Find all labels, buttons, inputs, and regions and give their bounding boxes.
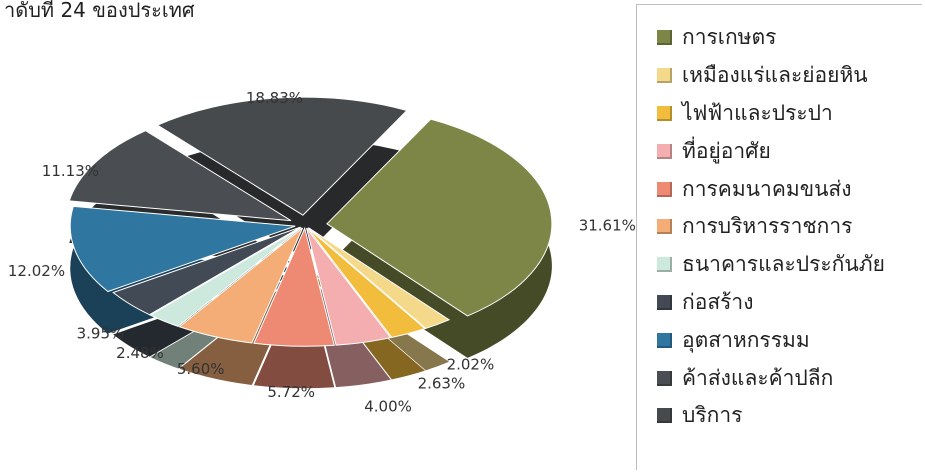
- legend-item-11: บริการ: [657, 397, 922, 435]
- legend-swatch: [657, 105, 672, 121]
- value-label-9: 12.02%: [8, 262, 65, 280]
- value-label-2: 2.02%: [447, 356, 495, 374]
- legend-swatch: [657, 294, 672, 310]
- value-label-3: 2.63%: [418, 374, 466, 392]
- value-label-10: 11.13%: [42, 162, 99, 180]
- slice-5: [253, 226, 335, 347]
- chart-heading: าดับที่ 24 ของประเทศ: [4, 0, 195, 22]
- pie-top-layer: [68, 96, 553, 347]
- slice-3: [307, 227, 426, 338]
- legend-item-10: ค้าส่งและค้าปลีก: [657, 359, 922, 397]
- slice-6: [178, 227, 304, 344]
- value-label-4: 4.00%: [364, 397, 412, 415]
- legend-swatch: [657, 370, 672, 386]
- slice-8: [112, 226, 301, 316]
- slice-4: [306, 227, 392, 346]
- legend-label: การบริหารราชการ: [682, 214, 853, 239]
- legend-swatch: [657, 30, 672, 46]
- legend-swatch: [657, 68, 672, 84]
- legend-item-4: ที่อยู่อาศัย: [657, 132, 922, 170]
- slice-9: [69, 205, 296, 293]
- legend-label: ค้าส่งและค้าปลีก: [682, 365, 834, 390]
- value-label-1: 31.61%: [579, 216, 636, 234]
- legend-label: อุตสาหกรรมม: [682, 327, 810, 352]
- legend-label: ไฟฟ้าและประปา: [682, 100, 833, 125]
- legend-label: การคมนาคมขนส่ง: [682, 176, 852, 201]
- legend-swatch: [657, 181, 672, 197]
- legend-item-7: ธนาคารและประกันภัย: [657, 246, 922, 284]
- legend-label: ธนาคารและประกันภัย: [682, 252, 885, 277]
- legend-item-6: การบริหารราชการ: [657, 208, 922, 246]
- chart-legend: การเกษตรเหมืองแร่และย่อยหินไฟฟ้าและประปา…: [636, 4, 922, 470]
- legend-item-3: ไฟฟ้าและประปา: [657, 95, 922, 133]
- legend-item-9: อุตสาหกรรมม: [657, 321, 922, 359]
- value-label-6: 5.60%: [177, 360, 225, 378]
- legend-swatch: [657, 257, 672, 273]
- value-label-7: 2.48%: [116, 344, 164, 362]
- slice-11: [156, 96, 408, 216]
- pie-chart: 31.61% 2.02%2.63% 4.00% 5.72% 5.60% 2.48% 3.95…: [8, 89, 636, 416]
- legend-item-1: การเกษตร: [657, 19, 922, 57]
- slice-2: [308, 227, 451, 329]
- value-label-5: 5.72%: [267, 383, 315, 401]
- legend-item-2: เหมืองแร่และย่อยหิน: [657, 57, 922, 95]
- slice-10: [68, 130, 292, 222]
- legend-label: เหมืองแร่และย่อยหิน: [682, 63, 868, 88]
- pie-value-labels: 31.61% 2.02%2.63% 4.00% 5.72% 5.60% 2.48% 3.95…: [8, 89, 636, 416]
- legend-label: ที่อยู่อาศัย: [682, 138, 771, 163]
- slice-7: [149, 227, 302, 327]
- value-label-8: 3.95%: [77, 324, 125, 342]
- legend-label: การเกษตร: [682, 25, 777, 50]
- legend-swatch: [657, 219, 672, 235]
- value-label-11: 18.83%: [246, 89, 303, 107]
- legend-swatch: [657, 143, 672, 159]
- legend-swatch: [657, 408, 672, 424]
- legend-item-5: การคมนาคมขนส่ง: [657, 170, 922, 208]
- legend-label: บริการ: [682, 403, 743, 428]
- legend-label: ก่อสร้าง: [682, 289, 754, 314]
- legend-swatch: [657, 332, 672, 348]
- legend-item-8: ก่อสร้าง: [657, 284, 922, 322]
- slice-1: [326, 118, 553, 317]
